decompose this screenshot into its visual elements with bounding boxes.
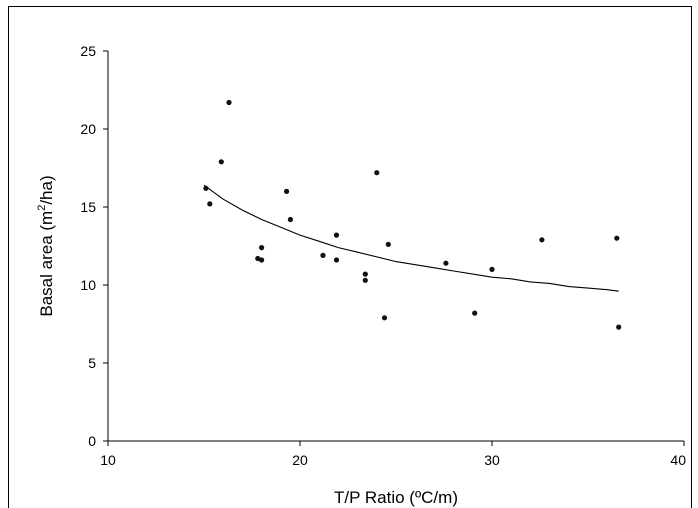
x-tick-label: 40 (670, 452, 686, 468)
x-tick-label: 10 (100, 452, 116, 468)
data-point (616, 324, 622, 330)
x-tick-label: 20 (292, 452, 308, 468)
data-point (320, 252, 326, 258)
y-tick-label: 0 (88, 433, 96, 449)
data-point (443, 260, 449, 266)
x-axis-label: T/P Ratio (ºC/m) (334, 488, 458, 507)
data-point (218, 159, 224, 165)
fit-curve (203, 184, 619, 292)
y-tick-label: 25 (80, 43, 96, 59)
data-point (381, 315, 388, 321)
data-point (362, 271, 368, 277)
x-ticks: 10 20 30 40 (100, 441, 686, 468)
y-ticks: 0 5 10 15 20 25 (80, 43, 108, 449)
data-point (489, 266, 495, 272)
figure-frame (8, 6, 692, 508)
data-point (259, 257, 265, 263)
data-point (385, 241, 391, 247)
y-axis-label-sup: 2 (36, 205, 48, 211)
data-point (207, 201, 213, 207)
plot-axes (107, 51, 684, 442)
data-point (259, 245, 265, 251)
y-axis-label-tail: /ha) (37, 175, 56, 204)
data-point (614, 235, 620, 241)
data-point (284, 188, 290, 194)
data-point (287, 216, 293, 223)
y-tick-label: 15 (80, 199, 96, 215)
data-point (362, 277, 368, 283)
data-points (203, 99, 622, 330)
y-tick-label: 5 (88, 355, 96, 371)
y-tick-label: 20 (80, 121, 96, 137)
data-point (333, 232, 340, 238)
data-point (539, 237, 545, 243)
y-axis-label-main: Basal area (m (37, 211, 56, 317)
data-point (472, 310, 478, 316)
y-axis-label: Basal area (m2/ha) (36, 175, 56, 316)
data-point (374, 170, 380, 176)
y-tick-label: 10 (80, 277, 96, 293)
data-point (226, 99, 232, 106)
x-tick-label: 30 (484, 452, 500, 468)
data-point (333, 257, 340, 263)
data-point (203, 185, 209, 191)
